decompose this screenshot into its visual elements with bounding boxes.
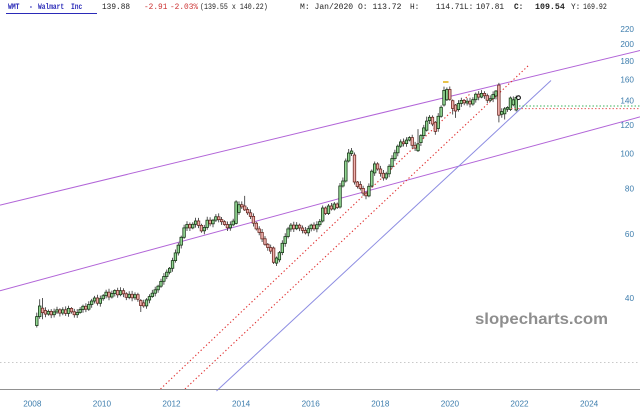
svg-text:220: 220 xyxy=(620,25,634,34)
svg-text:160: 160 xyxy=(620,75,634,84)
svg-text:slopecharts.com: slopecharts.com xyxy=(475,311,608,328)
svg-text:2018: 2018 xyxy=(371,400,390,409)
svg-text:140: 140 xyxy=(620,97,634,106)
svg-text:40: 40 xyxy=(625,294,635,303)
svg-text:2014: 2014 xyxy=(232,400,251,409)
svg-text:2022: 2022 xyxy=(510,400,529,409)
svg-text:200: 200 xyxy=(620,40,634,49)
svg-text:2012: 2012 xyxy=(162,400,181,409)
svg-text:2008: 2008 xyxy=(23,400,42,409)
svg-text:2020: 2020 xyxy=(441,400,460,409)
svg-text:60: 60 xyxy=(625,230,635,239)
svg-text:2016: 2016 xyxy=(302,400,321,409)
svg-text:120: 120 xyxy=(620,121,634,130)
svg-text:2024: 2024 xyxy=(580,400,599,409)
svg-text:2010: 2010 xyxy=(93,400,112,409)
svg-text:100: 100 xyxy=(620,150,634,159)
svg-text:180: 180 xyxy=(620,57,634,66)
svg-text:80: 80 xyxy=(625,185,635,194)
